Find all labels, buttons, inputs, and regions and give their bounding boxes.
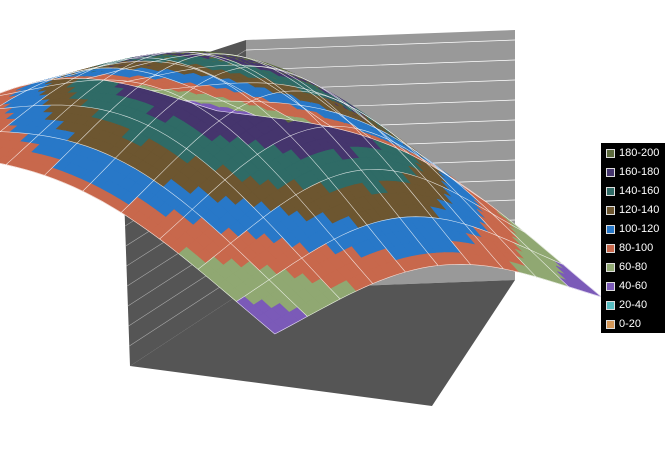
surface-gridline [0,79,373,284]
surface-gridline [82,66,410,192]
surface-gridline [197,169,525,270]
legend-item: 100-120 [606,222,659,236]
legend-swatch [606,167,615,177]
legend-item: 120-140 [606,203,659,217]
gridline [245,39,516,51]
surface-gridline [120,90,448,213]
legend-swatch [606,148,615,158]
legend-item: 160-180 [606,165,659,179]
legend-item: 80-100 [606,241,653,255]
legend-label: 120-140 [619,204,660,216]
legend-label: 80-100 [619,242,654,254]
legend-item: 40-60 [606,279,647,293]
surface-gridline [21,60,406,273]
floor [130,280,515,406]
legend-label: 60-80 [619,261,648,273]
surface-gridline [0,104,341,300]
legend-item: 60-80 [606,260,647,274]
legend-swatch [606,262,615,272]
legend-swatch [606,319,615,329]
surface-gridline [0,131,308,317]
legend-swatch [606,224,615,234]
gridline [245,59,516,71]
legend-swatch [606,243,615,253]
legend-label: 160-180 [619,166,660,178]
legend-swatch [606,281,615,291]
legend-label: 140-160 [619,185,660,197]
legend-swatch [606,300,615,310]
surface-plot [0,51,602,335]
legend-label: 0-20 [619,318,642,330]
legend-item: 20-40 [606,298,647,312]
legend-swatch [606,205,615,215]
legend-item: 180-200 [606,146,659,160]
legend-swatch [606,186,615,196]
surface-gridline [159,125,487,240]
legend-item: 140-160 [606,184,659,198]
surface-gridline [236,216,563,302]
surface-gridline [274,263,602,335]
legend-label: 20-40 [619,299,648,311]
legend-label: 40-60 [619,280,648,292]
legend: 180-200 160-180 140-160 120-140 100-120 80-10… [601,143,665,333]
legend-item: 0-20 [606,317,641,331]
surface-gridline [0,163,275,335]
legend-label: 100-120 [619,223,660,235]
legend-label: 180-200 [619,147,660,159]
